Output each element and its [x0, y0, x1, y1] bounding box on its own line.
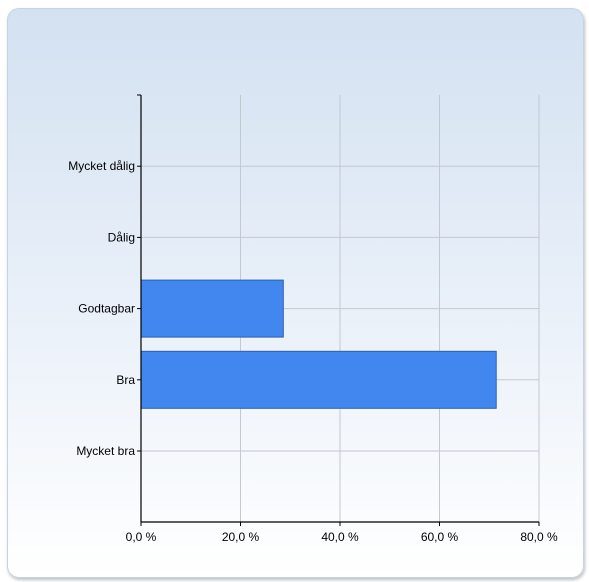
bars: [140, 279, 497, 409]
x-tick-label: 40,0 %: [321, 530, 359, 544]
category-label: Bra: [116, 373, 135, 387]
x-tick-label: 0,0 %: [126, 530, 157, 544]
category-label: Dålig: [108, 230, 135, 244]
chart-panel: [7, 8, 584, 578]
tick-labels: 0,0 % 20,0 % 40,0 % 60,0 % 80,0 %: [126, 530, 558, 544]
bar-godtagbar: [140, 279, 284, 338]
axes: [137, 94, 540, 526]
category-labels: Mycket dålig Dålig Godtagbar Bra Mycket bra: [68, 159, 135, 458]
grid-lines: [141, 95, 540, 522]
x-tick-label: 20,0 %: [222, 530, 260, 544]
bar-bra: [140, 350, 497, 409]
category-label: Mycket bra: [76, 444, 135, 458]
category-label: Godtagbar: [78, 302, 135, 316]
x-tick-label: 80,0 %: [520, 530, 558, 544]
category-label: Mycket dålig: [68, 159, 135, 173]
x-tick-label: 60,0 %: [421, 530, 459, 544]
